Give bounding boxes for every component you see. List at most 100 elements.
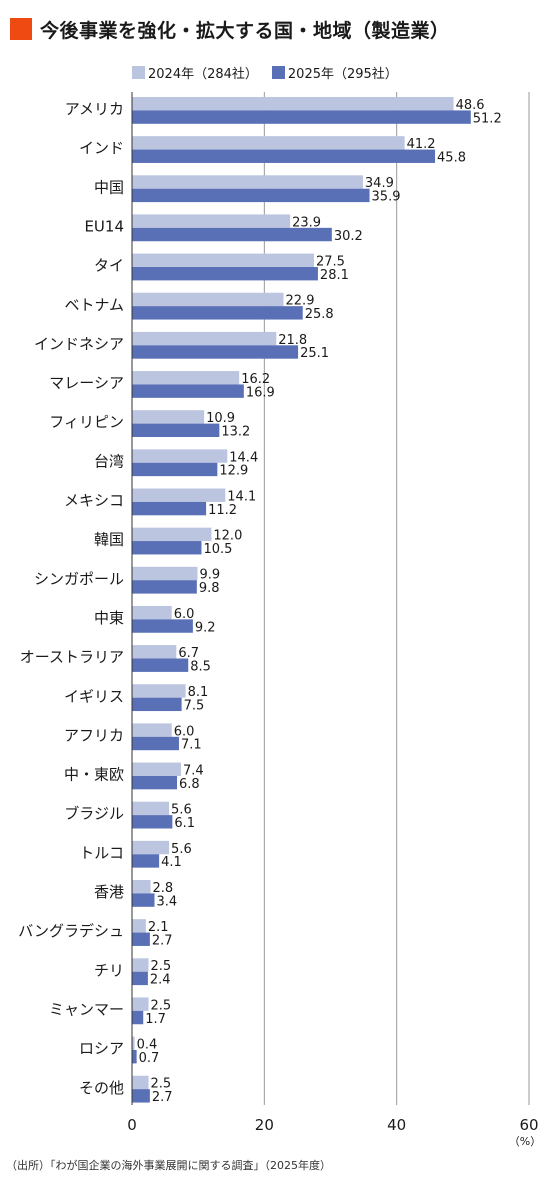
data-label: 21.8 [278, 333, 307, 348]
x-tick-label: 0 [127, 1116, 137, 1134]
category-label: EU14 [84, 217, 124, 235]
data-label: 11.2 [208, 503, 237, 518]
data-label: 2.5 [151, 998, 172, 1013]
category-label: タイ [94, 257, 124, 275]
bar [132, 488, 226, 502]
data-label: 14.4 [229, 450, 258, 465]
data-label: 14.1 [227, 489, 256, 504]
bar [132, 462, 218, 477]
data-label: 27.5 [316, 255, 345, 270]
data-label: 1.7 [145, 1012, 166, 1027]
data-label: 22.9 [286, 294, 315, 309]
bar [132, 501, 207, 516]
bar [132, 1075, 149, 1090]
data-label: 8.1 [188, 685, 209, 700]
category-label: 中・東欧 [64, 766, 124, 784]
bar [132, 854, 160, 868]
category-label: チリ [94, 961, 124, 979]
legend-swatch-2025 [271, 66, 285, 79]
data-label: 45.8 [437, 150, 466, 165]
data-label: 41.2 [407, 137, 436, 152]
bar [132, 371, 240, 385]
bar [132, 932, 150, 946]
data-label: 23.9 [292, 215, 321, 230]
bar [132, 188, 370, 203]
bar [132, 253, 314, 267]
category-label: バングラデシュ [18, 922, 124, 940]
bar [132, 292, 284, 307]
bar [132, 684, 186, 698]
bar [132, 331, 277, 346]
bar [132, 645, 177, 659]
category-label: ロシア [79, 1040, 124, 1058]
bar [132, 723, 172, 737]
data-label: 8.5 [190, 659, 211, 674]
bar [132, 449, 228, 463]
bar [132, 214, 291, 228]
bar [132, 110, 471, 124]
category-label: 中国 [94, 178, 124, 196]
data-label: 35.9 [372, 190, 401, 205]
category-label: メキシコ [64, 492, 124, 510]
bar [132, 97, 454, 111]
data-label: 48.6 [456, 98, 485, 113]
chart-title: 今後事業を強化・拡大する国・地域（製造業） [40, 19, 450, 42]
data-label: 12.9 [219, 464, 248, 479]
unit-label: （%） [509, 1135, 541, 1148]
bar [132, 306, 303, 320]
bar [132, 227, 332, 242]
bar [132, 762, 181, 776]
legend-item-2025: 2025年（295社） [271, 63, 398, 82]
bar [132, 175, 363, 189]
data-label: 9.2 [195, 620, 216, 635]
data-label: 2.4 [150, 973, 171, 988]
data-label: 2.5 [151, 1077, 172, 1092]
data-label: 51.2 [473, 111, 502, 126]
bar [132, 605, 172, 620]
data-label: 10.9 [206, 411, 235, 426]
bar [132, 267, 318, 281]
data-label: 25.8 [305, 307, 334, 322]
bar [132, 384, 244, 398]
category-label: シンガポール [34, 570, 124, 588]
data-label: 0.4 [137, 1038, 158, 1053]
data-label: 7.1 [181, 738, 202, 753]
bar [132, 423, 220, 437]
category-label: マレーシア [49, 374, 124, 392]
data-label: 6.8 [179, 777, 200, 792]
data-label: 0.7 [139, 1051, 160, 1066]
category-label: インドネシア [34, 335, 124, 353]
data-label: 2.7 [152, 933, 173, 948]
bar [132, 880, 151, 894]
data-label: 5.6 [171, 803, 192, 818]
data-label: 25.1 [300, 346, 329, 361]
bar [132, 815, 173, 829]
data-label: 9.9 [200, 568, 221, 583]
category-label: フィリピン [49, 413, 124, 431]
bar [132, 697, 182, 712]
bar [132, 958, 149, 972]
bar [132, 1010, 144, 1025]
bar [132, 997, 149, 1011]
bar [132, 919, 146, 933]
category-label: その他 [79, 1079, 124, 1097]
data-label: 9.8 [199, 581, 220, 596]
bar [132, 1036, 135, 1050]
category-label: 韓国 [94, 531, 124, 549]
x-tick-label: 60 [519, 1116, 538, 1134]
bar [132, 775, 177, 790]
bar [132, 136, 405, 150]
bar [132, 801, 170, 816]
data-label: 16.9 [246, 385, 275, 400]
data-label: 13.2 [221, 425, 250, 440]
bar [132, 840, 170, 855]
data-label: 6.0 [174, 724, 195, 739]
data-label: 30.2 [334, 229, 363, 244]
data-label: 2.1 [148, 920, 169, 935]
bar [132, 736, 179, 751]
bar [132, 527, 212, 542]
source-note: （出所）「わが国企業の海外事業展開に関する調査」（2025年度） [6, 1159, 331, 1172]
bar [132, 149, 436, 163]
legend-swatch-2024 [132, 66, 145, 79]
